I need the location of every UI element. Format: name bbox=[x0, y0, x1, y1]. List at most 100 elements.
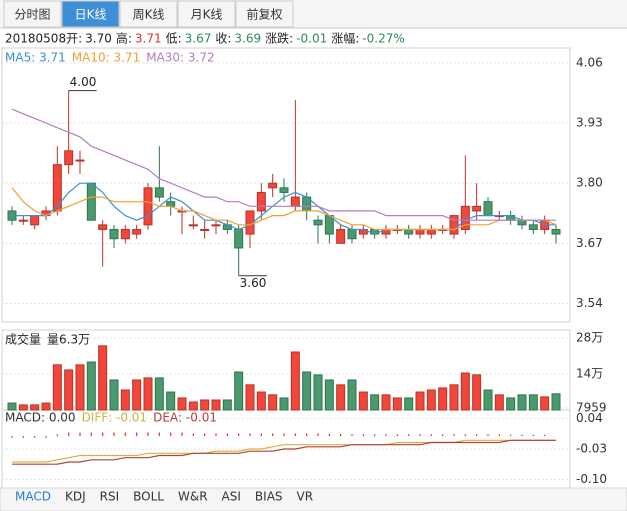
legend-name: MA10 bbox=[72, 51, 106, 65]
volume-bar bbox=[347, 379, 357, 411]
volume-bar bbox=[336, 384, 346, 411]
candle-body bbox=[211, 224, 221, 227]
tab[interactable] bbox=[119, 0, 178, 28]
indicator-tab[interactable]: RSI bbox=[100, 490, 120, 504]
legend-value: 0.00 bbox=[49, 411, 76, 425]
indicator-tab[interactable]: KDJ bbox=[65, 490, 86, 504]
volume-bar bbox=[449, 384, 459, 411]
volume-bar bbox=[200, 399, 210, 411]
candle-body bbox=[98, 224, 108, 230]
volume-bar bbox=[154, 377, 164, 411]
tab-label[interactable]: 日K线 bbox=[75, 8, 107, 22]
indicator-tab[interactable]: VR bbox=[297, 490, 314, 504]
info-value: 3.67 bbox=[185, 32, 212, 46]
candle-body bbox=[30, 215, 40, 226]
candle-body bbox=[426, 228, 436, 235]
indicator-tab[interactable]: MACD bbox=[15, 490, 51, 504]
candle-body bbox=[472, 205, 482, 212]
volume-bar bbox=[540, 396, 550, 411]
volume-bar bbox=[370, 394, 380, 411]
price-panel bbox=[1, 47, 571, 323]
indicator-tab[interactable]: BOLL bbox=[133, 490, 164, 504]
volume-bar bbox=[166, 391, 176, 411]
volume-bar bbox=[120, 389, 130, 411]
info-label: 高: bbox=[116, 31, 132, 46]
y-tick-label: 3.93 bbox=[576, 116, 603, 130]
candle-body bbox=[154, 187, 164, 198]
volume-bar bbox=[98, 345, 108, 411]
legend-separator: : bbox=[31, 51, 39, 65]
annotation-label: 4.00 bbox=[70, 75, 97, 89]
volume-bar bbox=[211, 399, 221, 411]
volume-bar bbox=[483, 389, 493, 411]
tab-label[interactable]: 分时图 bbox=[14, 8, 50, 22]
tab-label[interactable]: 前复权 bbox=[246, 7, 282, 22]
volume-bar bbox=[143, 377, 153, 411]
y-tick-label: -0.03 bbox=[576, 442, 607, 456]
candle-body bbox=[109, 228, 119, 240]
volume-bar bbox=[177, 397, 187, 411]
volume-bar bbox=[279, 397, 289, 411]
volume-bar bbox=[324, 379, 334, 411]
candle-body bbox=[290, 196, 300, 207]
tab[interactable] bbox=[177, 0, 236, 28]
indicator-tab[interactable]: W&R bbox=[178, 490, 208, 504]
volume-bar bbox=[18, 404, 28, 411]
volume-bar bbox=[7, 402, 17, 411]
volume-bar bbox=[494, 394, 504, 411]
volume-bar bbox=[506, 397, 516, 411]
volume-bar bbox=[188, 401, 198, 411]
tab-label[interactable]: 月K线 bbox=[191, 8, 223, 22]
legend-value: 3.71 bbox=[113, 51, 140, 65]
candle-body bbox=[86, 182, 96, 221]
info-label: 涨跌: bbox=[265, 31, 293, 46]
y-tick-label: 7959 bbox=[576, 400, 607, 414]
tab[interactable] bbox=[235, 0, 294, 28]
volume-bar bbox=[404, 397, 414, 411]
y-tick-label: 28万 bbox=[576, 331, 603, 345]
volume-bar bbox=[52, 364, 62, 411]
legend-separator: : bbox=[108, 411, 116, 425]
candle-body bbox=[64, 150, 74, 166]
tab-label[interactable]: 周K线 bbox=[133, 8, 165, 22]
volume-bar bbox=[256, 391, 266, 411]
candle-body bbox=[256, 191, 266, 212]
volume-bar bbox=[313, 374, 323, 411]
tab[interactable] bbox=[61, 0, 120, 28]
candle-body bbox=[404, 228, 414, 235]
legend-separator: : bbox=[106, 51, 114, 65]
candle-body bbox=[166, 201, 176, 207]
candle-body bbox=[132, 228, 142, 235]
legend-name: DEA bbox=[153, 411, 179, 425]
volume-bar bbox=[109, 379, 119, 411]
candle-body bbox=[517, 219, 527, 226]
candle-body bbox=[188, 224, 198, 227]
volume-bar bbox=[75, 364, 85, 411]
line-diff bbox=[12, 439, 556, 463]
volume-bar bbox=[234, 371, 244, 411]
candle-body bbox=[551, 228, 561, 235]
info-value: 3.70 bbox=[85, 32, 112, 46]
legend-name: MA30 bbox=[146, 51, 180, 65]
tab[interactable] bbox=[3, 0, 62, 28]
volume-bar bbox=[381, 394, 391, 411]
info-value: 3.69 bbox=[234, 32, 261, 46]
legend-separator: : bbox=[178, 411, 186, 425]
volume-label: 量6.3万 bbox=[47, 333, 90, 347]
volume-bar bbox=[392, 397, 402, 411]
indicator-tab[interactable]: BIAS bbox=[255, 490, 283, 504]
volume-bar bbox=[41, 402, 51, 411]
y-tick-label: 3.67 bbox=[576, 236, 603, 250]
volume-bar bbox=[245, 384, 255, 411]
candle-body bbox=[449, 215, 459, 235]
indicator-tab[interactable]: ASI bbox=[222, 490, 241, 504]
y-tick-label: -0.10 bbox=[576, 472, 607, 486]
volume-title: 成交量 bbox=[5, 332, 41, 347]
candle-body bbox=[120, 228, 130, 240]
y-tick-label: 3.80 bbox=[576, 176, 603, 190]
volume-bar bbox=[30, 404, 40, 411]
legend-value: 3.71 bbox=[39, 51, 66, 65]
legend-separator: : bbox=[41, 411, 49, 425]
volume-bar bbox=[302, 371, 312, 411]
